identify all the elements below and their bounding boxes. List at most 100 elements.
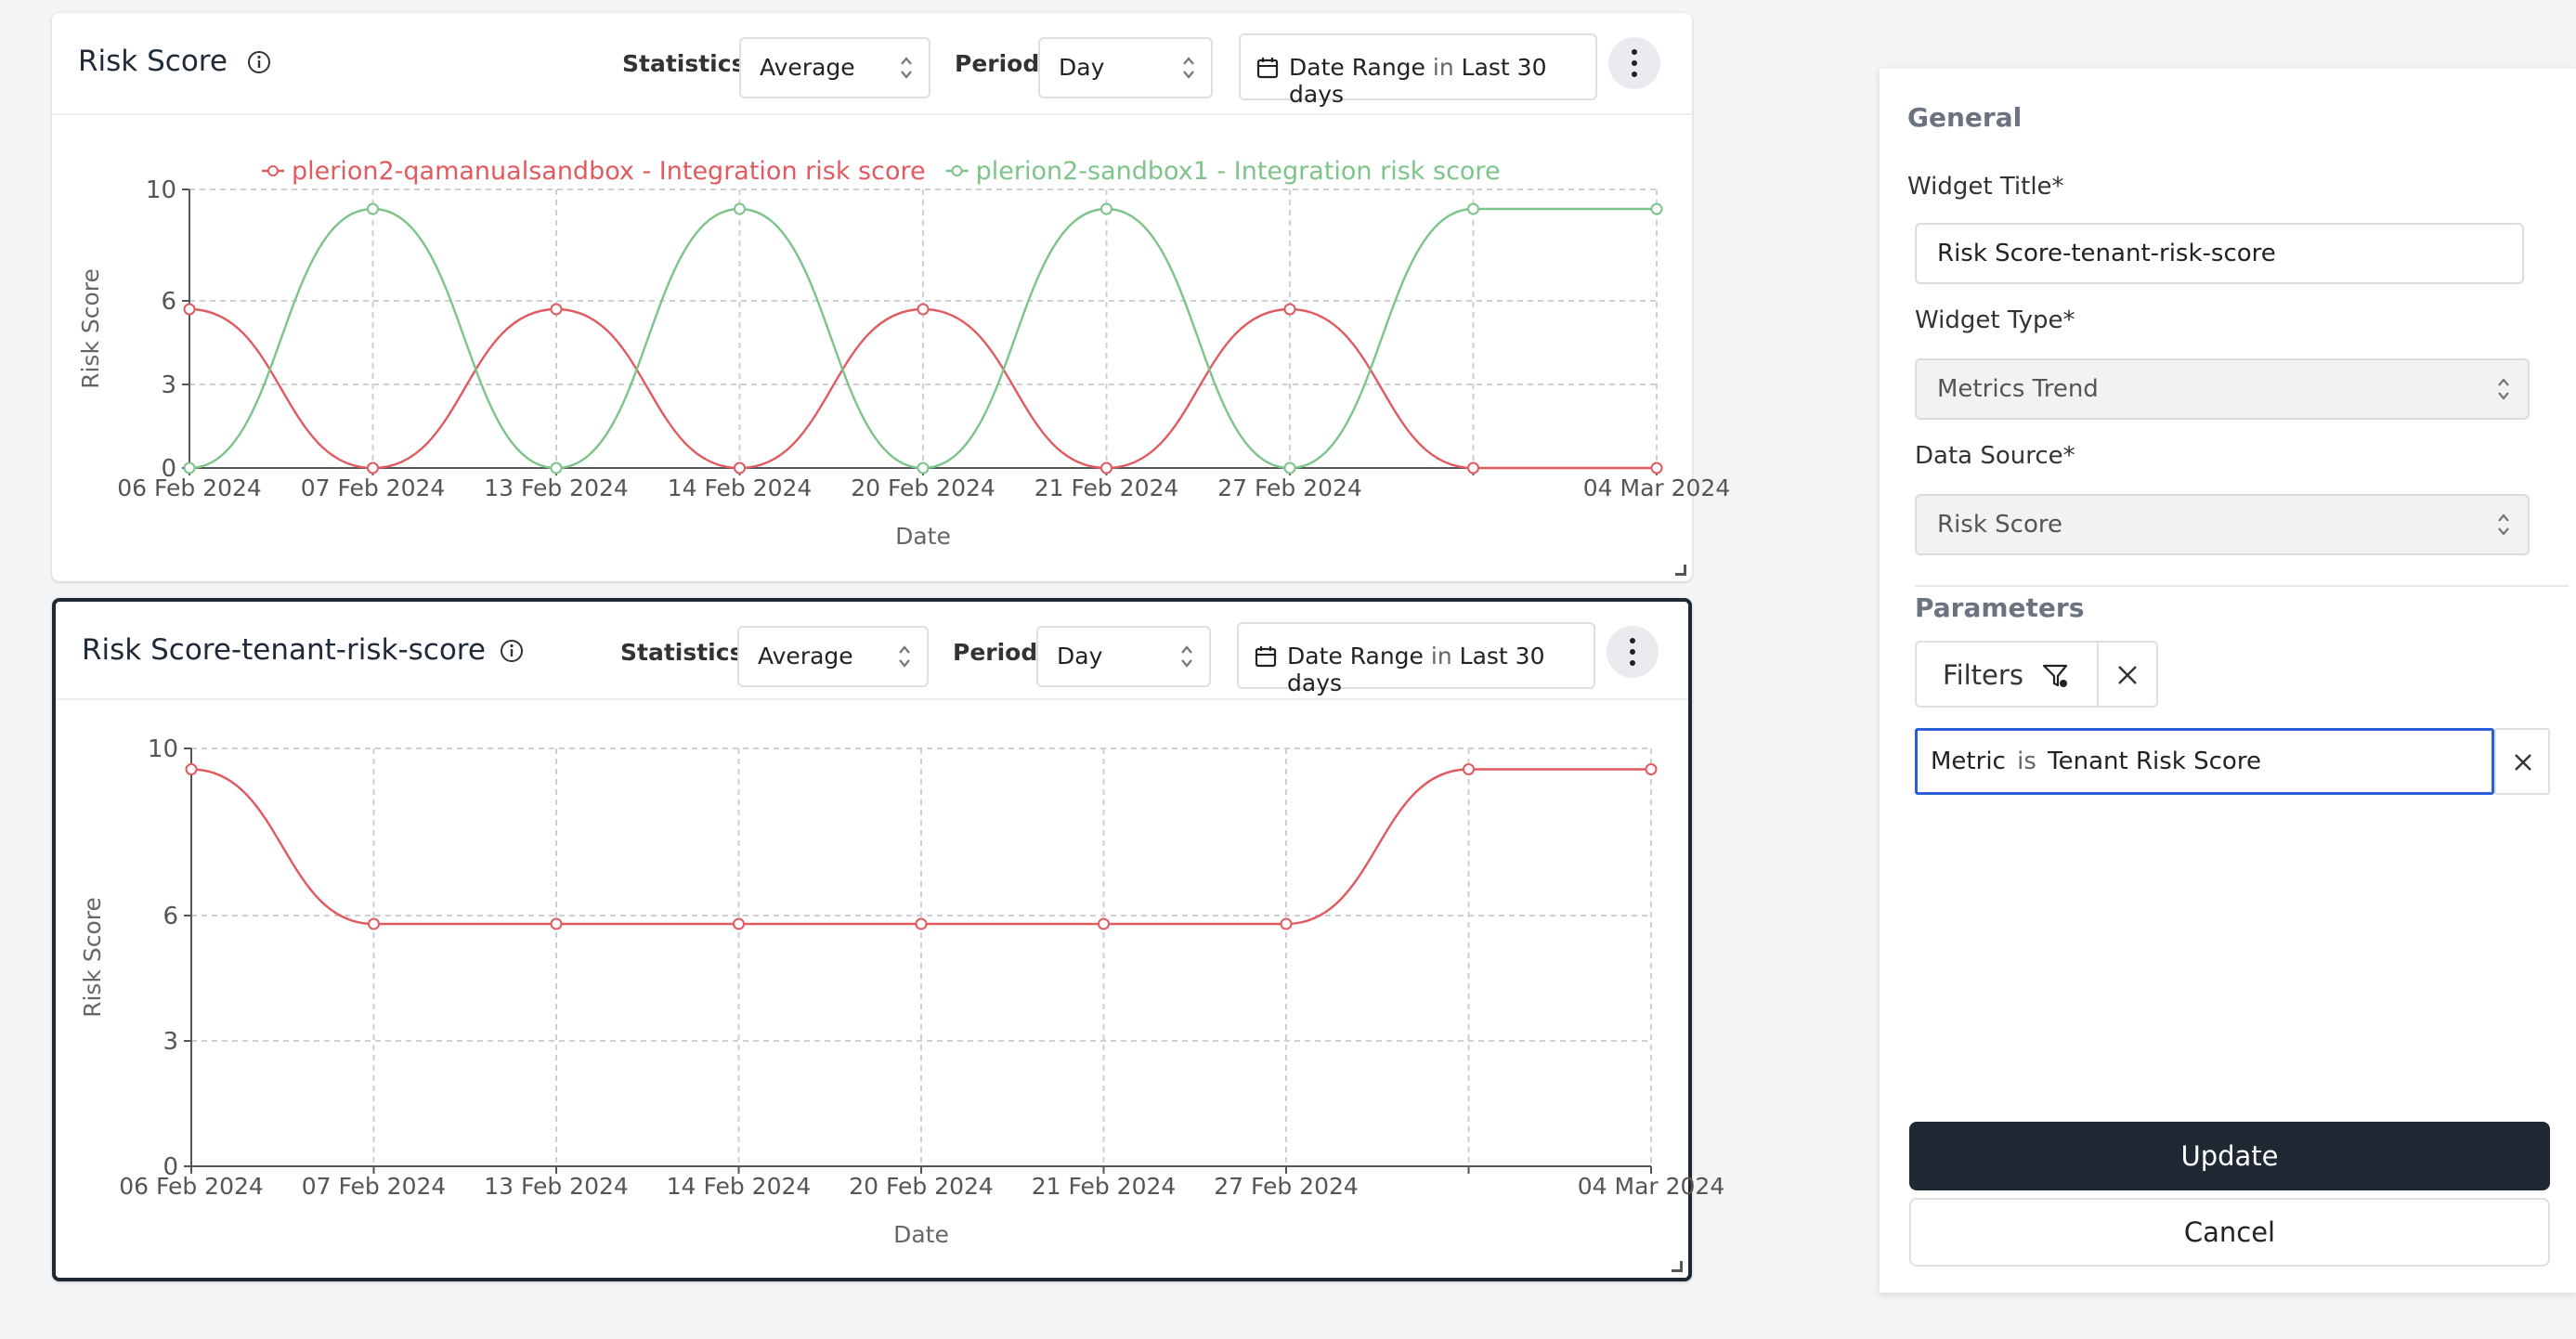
statistics-select[interactable]: Average <box>737 626 929 687</box>
x-tick-label: 04 Mar 2024 <box>1578 1173 1725 1200</box>
y-tick-label: 10 <box>148 735 178 763</box>
widget-title: Risk Score <box>78 45 228 78</box>
y-tick-label: 6 <box>163 903 178 930</box>
remove-filter-button[interactable] <box>2494 728 2550 795</box>
metric-operator: is <box>2017 748 2036 775</box>
more-options-icon[interactable] <box>1607 626 1659 678</box>
widget-type-label: Widget Type* <box>1915 306 2075 334</box>
risk-score-widget: Risk Score Statistics: Average Period: D… <box>52 13 1730 581</box>
widget-title: Risk Score-tenant-risk-score <box>82 633 486 667</box>
risk-score-tenant-widget: Risk Score-tenant-risk-score Statistics:… <box>52 598 1724 1281</box>
risk-score-tenant-chart: 06 Feb 2024 07 Feb 2024 13 Feb 2024 14 Feb … <box>79 735 1724 1248</box>
legend-item: plerion2-sandbox1 - Integration risk sco… <box>976 157 1501 186</box>
period-label: Period: <box>955 50 1049 77</box>
chevron-updown-icon <box>899 645 910 668</box>
data-point <box>183 462 196 474</box>
x-tick-label: 07 Feb 2024 <box>302 1173 447 1200</box>
statistics-label: Statistics: <box>622 50 755 77</box>
x-axis-label: Date <box>893 1221 949 1248</box>
widget-title-label: Widget Title* <box>1907 173 2064 201</box>
chevron-updown-icon <box>901 57 912 79</box>
metric-filter-chip[interactable]: Metric is Tenant Risk Score <box>1915 728 2494 795</box>
data-point <box>1463 763 1475 775</box>
filters-label: Filters <box>1943 659 2023 691</box>
data-point <box>1100 202 1112 215</box>
y-tick-label: 0 <box>161 455 176 483</box>
widget-edit-panel: General Widget Title* Risk Score-tenant-… <box>1880 69 2576 1293</box>
x-tick-label: 20 Feb 2024 <box>851 474 995 501</box>
series-line <box>189 307 1657 470</box>
widget-type-select[interactable]: Metrics Trend <box>1915 358 2530 420</box>
resize-handle[interactable] <box>1672 1261 1683 1272</box>
risk-score-chart: 06 Feb 2024 07 Feb 2024 13 Feb 2024 14 Feb … <box>77 157 1730 550</box>
data-point <box>733 917 745 930</box>
y-tick-label: 0 <box>163 1153 178 1181</box>
general-heading: General <box>1907 102 2023 133</box>
data-source-label: Data Source* <box>1915 442 2075 470</box>
date-range-label: Date Range <box>1287 643 1424 670</box>
resize-handle[interactable] <box>1675 565 1686 576</box>
data-point <box>1467 202 1479 215</box>
legend-item: plerion2-qamanualsandbox - Integration r… <box>292 157 926 186</box>
date-range-value: Last 30 days <box>1287 643 1545 696</box>
metric-key: Metric <box>1931 748 2006 775</box>
data-point <box>1645 763 1658 775</box>
close-icon <box>2515 754 2531 771</box>
y-axis-label: Risk Score <box>79 897 106 1018</box>
y-tick-label: 3 <box>161 371 176 399</box>
x-tick-label: 27 Feb 2024 <box>1217 474 1362 501</box>
period-label: Period: <box>953 639 1047 666</box>
data-point <box>367 462 379 474</box>
info-icon[interactable] <box>247 50 271 74</box>
y-tick-label: 6 <box>161 288 176 316</box>
data-point <box>550 917 563 930</box>
widget-header: Risk Score-tenant-risk-score Statistics:… <box>56 598 1688 700</box>
x-tick-label: 04 Mar 2024 <box>1583 474 1731 501</box>
date-range-in: in <box>1430 643 1452 670</box>
update-button[interactable]: Update <box>1909 1122 2550 1190</box>
date-range-button[interactable]: Date Range in Last 30 days <box>1237 622 1595 696</box>
data-point <box>917 462 930 474</box>
data-point <box>550 462 563 474</box>
data-point <box>1283 303 1296 316</box>
data-point <box>1467 462 1479 474</box>
data-point <box>1650 202 1663 215</box>
date-range-button[interactable]: Date Range in Last 30 days <box>1239 33 1597 108</box>
x-tick-label: 20 Feb 2024 <box>849 1173 994 1200</box>
statistics-label: Statistics: <box>620 639 753 666</box>
chevron-updown-icon <box>1181 645 1192 668</box>
x-tick-label: 13 Feb 2024 <box>484 1173 629 1200</box>
chevron-updown-icon <box>1183 57 1194 79</box>
x-tick-label: 21 Feb 2024 <box>1032 1173 1177 1200</box>
legend-marker <box>267 165 279 176</box>
widget-header: Risk Score Statistics: Average Period: D… <box>52 13 1692 115</box>
widget-title-input[interactable]: Risk Score-tenant-risk-score <box>1915 223 2524 284</box>
filters-button[interactable]: Filters <box>1915 641 2158 708</box>
close-icon[interactable] <box>2115 663 2140 687</box>
data-point <box>1280 917 1293 930</box>
date-range-label: Date Range <box>1289 54 1425 81</box>
metric-value: Tenant Risk Score <box>2048 748 2261 775</box>
legend-marker <box>951 165 963 176</box>
data-point <box>1100 462 1112 474</box>
x-tick-label: 07 Feb 2024 <box>301 474 446 501</box>
x-tick-label: 06 Feb 2024 <box>119 1173 264 1200</box>
info-icon[interactable] <box>500 639 524 663</box>
x-tick-label: 14 Feb 2024 <box>668 474 813 501</box>
cancel-button[interactable]: Cancel <box>1909 1198 2550 1267</box>
chevron-updown-icon <box>2498 514 2509 536</box>
x-tick-label: 14 Feb 2024 <box>667 1173 812 1200</box>
data-point <box>1650 462 1663 474</box>
period-select[interactable]: Day <box>1038 37 1213 98</box>
x-tick-label: 13 Feb 2024 <box>484 474 629 501</box>
data-point <box>734 462 746 474</box>
more-options-icon[interactable] <box>1608 37 1660 89</box>
data-source-select[interactable]: Risk Score <box>1915 494 2530 555</box>
data-point <box>734 202 746 215</box>
data-point <box>1098 917 1110 930</box>
data-point <box>368 917 380 930</box>
data-point <box>550 303 563 316</box>
period-select[interactable]: Day <box>1036 626 1211 687</box>
statistics-select[interactable]: Average <box>739 37 930 98</box>
parameters-heading: Parameters <box>1915 592 2085 623</box>
